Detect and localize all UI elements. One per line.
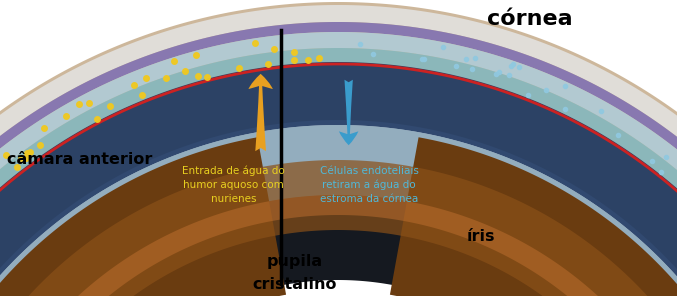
- Polygon shape: [0, 137, 286, 296]
- Text: Entrada de água do
humor aquoso com
nurienes: Entrada de água do humor aquoso com nuri…: [182, 166, 285, 204]
- Text: câmara anterior: câmara anterior: [7, 152, 152, 167]
- Polygon shape: [0, 160, 677, 296]
- Polygon shape: [0, 5, 677, 296]
- Polygon shape: [0, 195, 677, 296]
- Text: Células endoteliais
retiram a água do
estroma da córnea: Células endoteliais retiram a água do es…: [320, 166, 418, 204]
- Polygon shape: [0, 195, 677, 296]
- Text: íris: íris: [466, 229, 495, 244]
- Text: cristalino: cristalino: [253, 277, 336, 292]
- Polygon shape: [390, 137, 677, 296]
- Text: pupila: pupila: [267, 255, 322, 269]
- Polygon shape: [0, 125, 677, 296]
- Polygon shape: [0, 48, 677, 296]
- Text: córnea: córnea: [487, 9, 573, 29]
- Polygon shape: [0, 32, 677, 296]
- Polygon shape: [0, 22, 677, 296]
- Polygon shape: [0, 62, 677, 296]
